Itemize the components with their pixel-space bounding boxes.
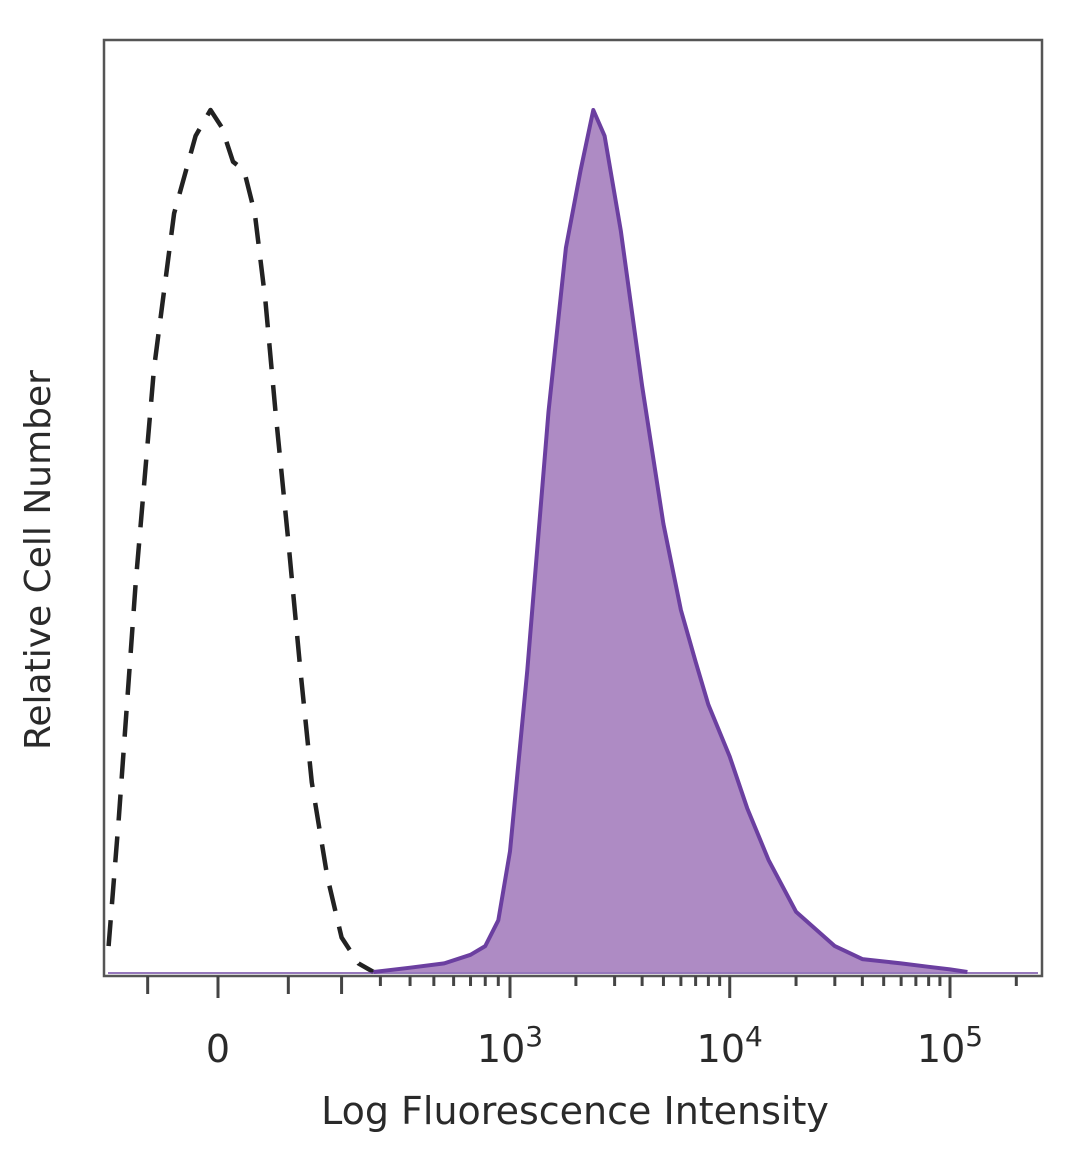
series-1-line: [373, 108, 968, 974]
series-fills: [373, 110, 968, 972]
x-axis-ticks: [146, 976, 1018, 998]
x-tick-label-0: 0: [206, 1027, 230, 1071]
x-tick-label-3: 105: [917, 1020, 983, 1071]
x-axis-tick-labels: 0 103 104 105: [206, 1020, 983, 1071]
series-1-fill: [373, 110, 968, 972]
x-tick-label-2: 104: [697, 1020, 763, 1071]
y-axis-label: Relative Cell Number: [18, 370, 59, 750]
series-0-line: [106, 107, 375, 974]
x-axis-label: Log Fluorescence Intensity: [321, 1089, 829, 1133]
x-tick-label-1: 103: [477, 1020, 543, 1071]
series-lines: [106, 107, 1038, 974]
